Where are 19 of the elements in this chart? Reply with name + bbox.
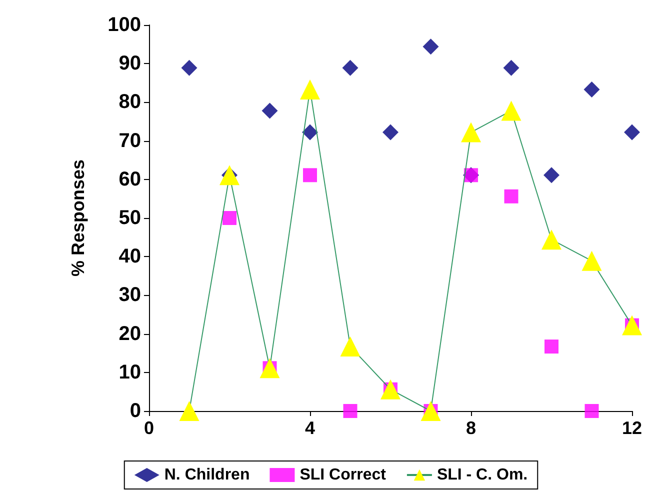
- y-tick-label: 100: [108, 14, 141, 36]
- x-tick-label: 12: [622, 418, 642, 438]
- legend-label: SLI Correct: [300, 466, 387, 484]
- legend-label: SLI - C. Om.: [436, 466, 528, 484]
- y-tick-label: 30: [118, 284, 141, 306]
- y-tick-label: 10: [118, 361, 141, 384]
- y-tick-label: 60: [118, 168, 141, 190]
- y-tick-label: 0: [130, 400, 141, 422]
- y-tick-label: 40: [118, 246, 141, 268]
- legend-label: N. Children: [164, 466, 250, 484]
- y-tick-label: 70: [118, 130, 141, 152]
- y-tick-label: 90: [118, 52, 141, 75]
- y-tick-label: 80: [118, 91, 141, 114]
- x-tick-label: 0: [144, 418, 154, 438]
- y-tick-label: 20: [118, 322, 141, 345]
- y-axis-title: % Responses: [68, 159, 88, 277]
- y-tick-label: 50: [118, 207, 141, 229]
- x-tick-label: 8: [466, 418, 476, 438]
- x-tick-label: 4: [304, 418, 316, 438]
